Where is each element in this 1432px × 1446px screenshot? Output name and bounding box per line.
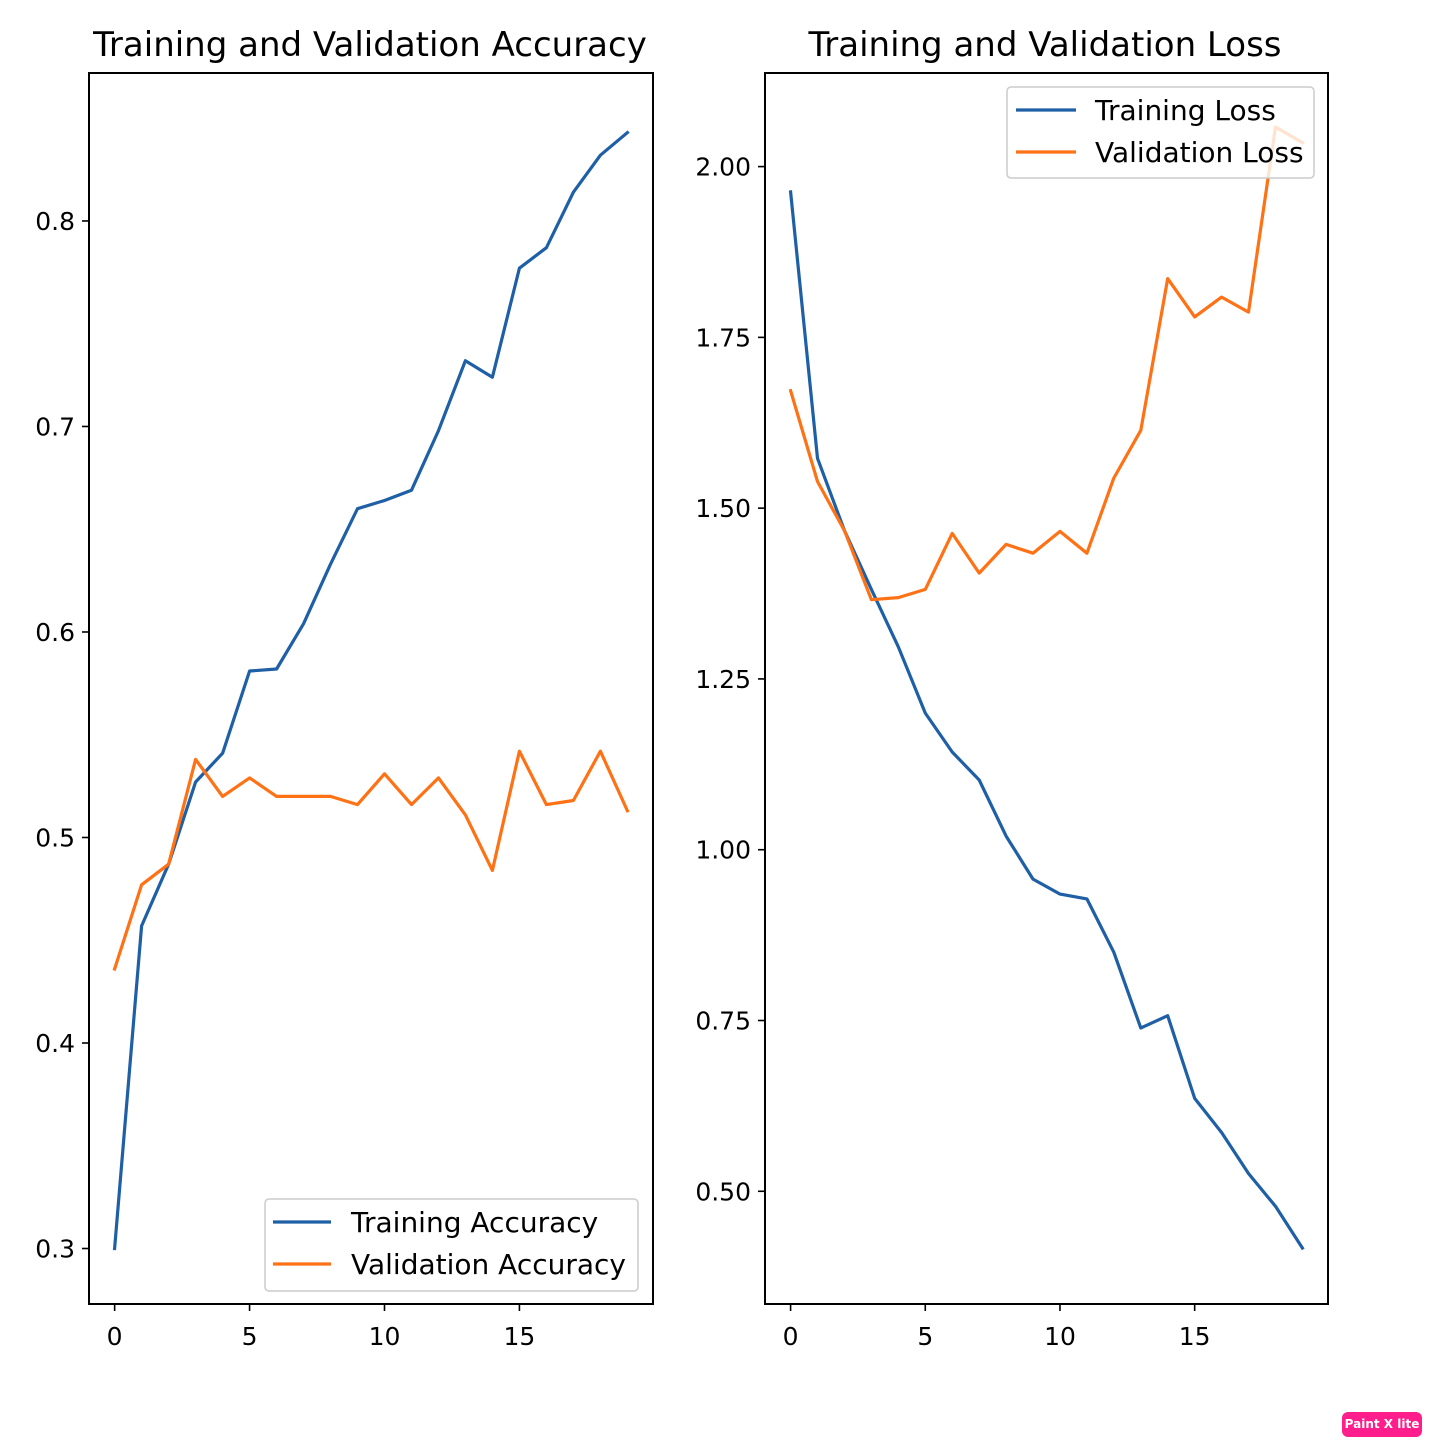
accuracy-legend: Training Accuracy Validation Accuracy	[264, 1198, 639, 1292]
legend-label-validation-accuracy: Validation Accuracy	[351, 1248, 626, 1281]
loss-chart-title: Training and Validation Loss	[807, 25, 1281, 65]
loss-ytick-label: 1.50	[695, 494, 751, 523]
accuracy-ytick-label: 0.7	[35, 412, 75, 441]
loss-xtick-label: 5	[917, 1322, 933, 1351]
accuracy-xtick-label: 15	[504, 1322, 536, 1351]
loss-xtick-label: 0	[783, 1322, 799, 1351]
series-line-validation-loss	[788, 125, 1305, 602]
accuracy-ytick-label: 0.4	[35, 1029, 75, 1058]
accuracy-ytick-label: 0.6	[35, 618, 75, 647]
loss-plot-frame	[764, 72, 1329, 1305]
loss-ytick-label: 1.25	[695, 665, 751, 694]
legend-label-training-loss: Training Loss	[1094, 94, 1276, 127]
loss-ytick-label: 0.50	[695, 1177, 751, 1206]
accuracy-xtick-label: 5	[242, 1322, 258, 1351]
accuracy-ytick-label: 0.3	[35, 1235, 75, 1264]
paint-x-lite-badge: Paint X lite	[1342, 1412, 1422, 1437]
loss-ytick-label: 1.75	[695, 323, 751, 352]
accuracy-xtick-label: 10	[369, 1322, 401, 1351]
accuracy-chart-title: Training and Validation Accuracy	[92, 25, 647, 65]
accuracy-ytick-label: 0.8	[35, 207, 75, 236]
accuracy-chart: Training and Validation Accuracy 0.30.40…	[35, 25, 654, 1351]
accuracy-xtick-label: 0	[107, 1322, 123, 1351]
loss-legend: Training Loss Validation Loss	[1006, 86, 1315, 179]
loss-ticks: 0.50 0.75 1.00 1.25 1.50 1.75 2.00 0 5 10 15	[695, 153, 1210, 1351]
legend-label-validation-loss: Validation Loss	[1095, 136, 1304, 169]
loss-chart: Training and Validation Loss 0.50 0.75 1.0…	[695, 25, 1329, 1351]
series-line-training-accuracy	[112, 130, 630, 1251]
accuracy-lines	[112, 130, 630, 1251]
accuracy-ytick-label: 0.5	[35, 823, 75, 852]
loss-ytick-label: 1.00	[695, 836, 751, 865]
loss-xtick-label: 15	[1179, 1322, 1211, 1351]
series-line-validation-accuracy	[112, 749, 630, 972]
accuracy-plot-frame	[88, 72, 654, 1305]
accuracy-ticks: 0.3 0.4 0.5 0.6 0.7 0.8 0 5 10 15	[35, 207, 535, 1351]
loss-lines	[788, 125, 1305, 1251]
loss-ytick-label: 2.00	[695, 153, 751, 182]
loss-xtick-label: 10	[1044, 1322, 1076, 1351]
loss-ytick-label: 0.75	[695, 1007, 751, 1036]
legend-label-training-accuracy: Training Accuracy	[350, 1206, 598, 1239]
